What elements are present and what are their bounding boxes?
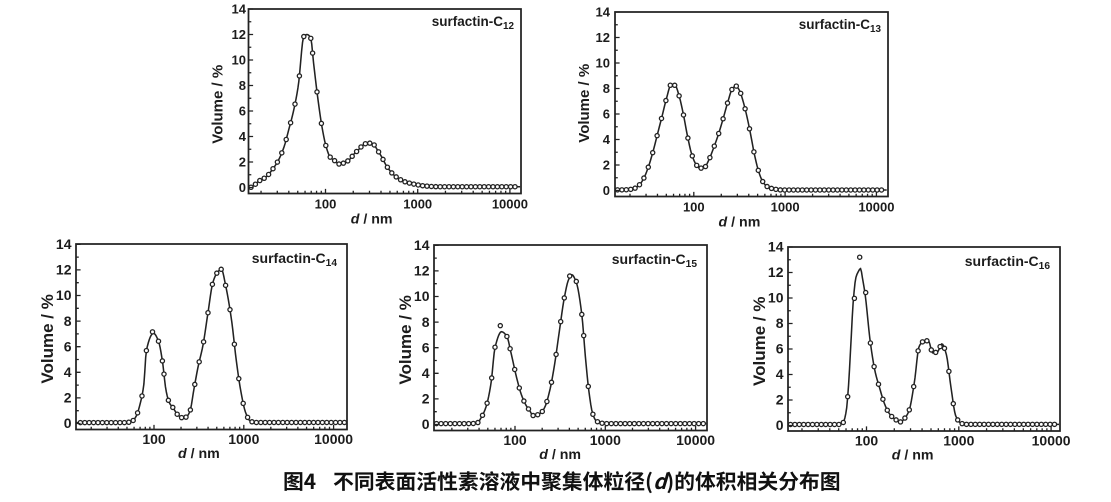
svg-text:0: 0 [64, 415, 72, 431]
svg-text:10000: 10000 [314, 431, 353, 447]
svg-text:12: 12 [56, 262, 72, 278]
svg-text:14: 14 [232, 2, 247, 17]
svg-text:d / nm: d / nm [178, 446, 220, 462]
svg-text:100: 100 [683, 200, 705, 215]
svg-text:8: 8 [64, 313, 72, 329]
svg-text:10: 10 [596, 56, 610, 71]
svg-text:10: 10 [232, 53, 246, 68]
svg-text:d / nm: d / nm [892, 448, 934, 464]
svg-text:0: 0 [603, 183, 610, 198]
svg-text:4: 4 [422, 365, 430, 381]
svg-text:2: 2 [776, 392, 784, 408]
svg-text:12: 12 [232, 27, 246, 42]
svg-text:0: 0 [422, 416, 430, 432]
svg-text:Volume / %: Volume / % [396, 295, 415, 384]
svg-text:12: 12 [414, 263, 430, 279]
svg-text:1000: 1000 [943, 433, 974, 449]
svg-text:8: 8 [603, 81, 610, 96]
svg-text:10000: 10000 [676, 432, 715, 448]
svg-text:14: 14 [596, 5, 611, 20]
svg-text:d / nm: d / nm [351, 212, 393, 228]
svg-text:4: 4 [64, 364, 72, 380]
svg-text:10000: 10000 [858, 200, 894, 215]
svg-text:12: 12 [596, 30, 610, 45]
svg-text:6: 6 [776, 341, 784, 357]
svg-text:surfactin-C14: surfactin-C14 [252, 250, 338, 269]
svg-text:4: 4 [239, 129, 247, 144]
svg-text:100: 100 [503, 432, 527, 448]
svg-text:2: 2 [422, 391, 430, 407]
svg-text:10000: 10000 [492, 197, 528, 212]
svg-text:8: 8 [776, 315, 784, 331]
svg-text:100: 100 [855, 433, 879, 449]
svg-text:4: 4 [776, 366, 784, 382]
svg-text:0: 0 [776, 417, 784, 433]
svg-text:1000: 1000 [771, 200, 800, 215]
svg-text:1000: 1000 [228, 431, 259, 447]
svg-text:Volume / %: Volume / % [38, 294, 57, 383]
svg-text:2: 2 [64, 390, 72, 406]
svg-text:1000: 1000 [590, 432, 621, 448]
svg-text:surfactin-C15: surfactin-C15 [612, 251, 698, 270]
svg-text:surfactin-C12: surfactin-C12 [432, 14, 515, 32]
svg-text:0: 0 [239, 180, 246, 195]
svg-text:10000: 10000 [1032, 433, 1071, 449]
svg-text:d / nm: d / nm [539, 447, 581, 463]
svg-text:2: 2 [603, 158, 610, 173]
svg-text:6: 6 [603, 107, 610, 122]
svg-text:surfactin-C16: surfactin-C16 [965, 253, 1051, 272]
svg-text:100: 100 [142, 431, 166, 447]
svg-text:12: 12 [768, 264, 784, 280]
svg-text:14: 14 [414, 237, 430, 253]
svg-text:8: 8 [239, 78, 246, 93]
svg-text:6: 6 [64, 338, 72, 354]
svg-text:Volume / %: Volume / % [576, 64, 593, 143]
svg-text:14: 14 [56, 236, 72, 252]
svg-text:Volume / %: Volume / % [750, 297, 769, 386]
svg-text:6: 6 [239, 104, 246, 119]
svg-text:2: 2 [239, 155, 246, 170]
svg-text:100: 100 [315, 197, 337, 212]
svg-text:10: 10 [414, 288, 430, 304]
svg-text:8: 8 [422, 314, 430, 330]
svg-text:d / nm: d / nm [719, 215, 761, 231]
svg-text:1000: 1000 [403, 197, 432, 212]
svg-text:6: 6 [422, 339, 430, 355]
svg-text:14: 14 [768, 239, 784, 255]
svg-text:surfactin-C13: surfactin-C13 [799, 17, 882, 35]
svg-text:Volume / %: Volume / % [210, 65, 227, 144]
svg-text:10: 10 [768, 290, 784, 306]
svg-text:4: 4 [603, 132, 611, 147]
svg-text:10: 10 [56, 287, 72, 303]
